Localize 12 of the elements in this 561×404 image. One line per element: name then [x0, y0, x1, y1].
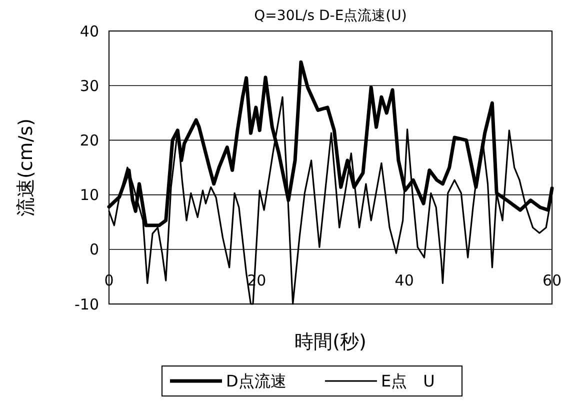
y-tick-label: 20	[80, 131, 99, 150]
y-tick-label: 10	[80, 186, 99, 204]
x-axis-title: 時間(秒)	[294, 331, 366, 353]
legend-label: E点 U	[381, 372, 435, 391]
y-tick-label: 0	[89, 240, 99, 259]
x-tick-label: 40	[394, 271, 414, 290]
y-tick-label: -10	[74, 295, 99, 314]
legend-label: D点流速	[226, 372, 286, 391]
y-axis-title: 流速(cm/s)	[15, 118, 37, 217]
chart-title: Q=30L/s D-E点流速(U)	[254, 8, 407, 24]
y-tick-label: 40	[80, 22, 99, 40]
y-tick-label: 30	[80, 76, 99, 95]
